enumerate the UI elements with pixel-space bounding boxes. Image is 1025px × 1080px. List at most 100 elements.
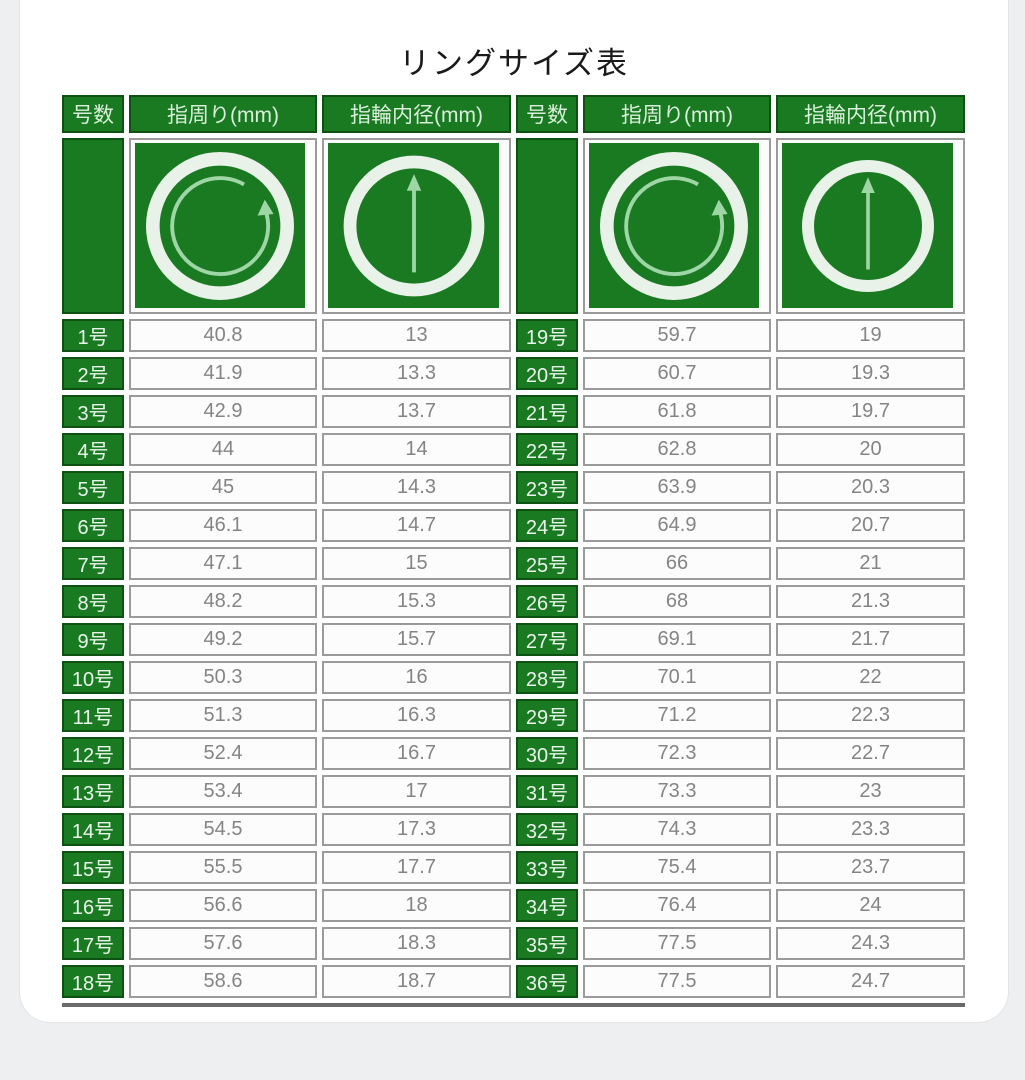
- circumference-value-cell: 77.5: [583, 965, 771, 998]
- diameter-ring-icon: [782, 143, 953, 308]
- content-card: リングサイズ表 号数 指周り(mm) 指輪内径(mm) 号数 指周り(mm) 指…: [20, 0, 1008, 1022]
- circumference-value-cell: 63.9: [583, 471, 771, 504]
- row-label-cell: 36号: [516, 965, 578, 998]
- circumference-value-cell: 57.6: [129, 927, 317, 960]
- column-header-inner-diameter: 指輪内径(mm): [322, 95, 511, 133]
- circumference-value-cell: 45: [129, 471, 317, 504]
- inner-diameter-value-cell: 21: [776, 547, 965, 580]
- inner-diameter-value-cell: 22.3: [776, 699, 965, 732]
- circumference-value-cell: 69.1: [583, 623, 771, 656]
- circumference-value-cell: 50.3: [129, 661, 317, 694]
- circumference-value-cell: 75.4: [583, 851, 771, 884]
- circumference-value-cell: 53.4: [129, 775, 317, 808]
- column-header-size: 号数: [62, 95, 124, 133]
- circumference-value-cell: 70.1: [583, 661, 771, 694]
- circumference-value-cell: 66: [583, 547, 771, 580]
- inner-diameter-value-cell: 18: [322, 889, 511, 922]
- inner-diameter-value-cell: 22.7: [776, 737, 965, 770]
- circumference-value-cell: 59.7: [583, 319, 771, 352]
- column-header-inner-diameter: 指輪内径(mm): [776, 95, 965, 133]
- circumference-value-cell: 68: [583, 585, 771, 618]
- circumference-value-cell: 72.3: [583, 737, 771, 770]
- row-label-cell: 25号: [516, 547, 578, 580]
- size-column-spacer: [516, 138, 578, 314]
- row-label-cell: 18号: [62, 965, 124, 998]
- inner-diameter-value-cell: 16.7: [322, 737, 511, 770]
- inner-diameter-value-cell: 19.7: [776, 395, 965, 428]
- row-label-cell: 10号: [62, 661, 124, 694]
- row-label-cell: 9号: [62, 623, 124, 656]
- row-label-cell: 19号: [516, 319, 578, 352]
- row-label-cell: 23号: [516, 471, 578, 504]
- diameter-ring-icon: [328, 143, 499, 308]
- inner-diameter-value-cell: 24.7: [776, 965, 965, 998]
- inner-diameter-value-cell: 14.3: [322, 471, 511, 504]
- row-label-cell: 12号: [62, 737, 124, 770]
- inner-diameter-value-cell: 16: [322, 661, 511, 694]
- circumference-value-cell: 71.2: [583, 699, 771, 732]
- inner-diameter-value-cell: 17.7: [322, 851, 511, 884]
- circumference-value-cell: 62.8: [583, 433, 771, 466]
- page-title: リングサイズ表: [398, 46, 630, 81]
- inner-diameter-value-cell: 13.3: [322, 357, 511, 390]
- inner-diameter-value-cell: 20.7: [776, 509, 965, 542]
- circumference-ring-icon: [589, 143, 759, 308]
- row-label-cell: 35号: [516, 927, 578, 960]
- row-label-cell: 30号: [516, 737, 578, 770]
- circumference-value-cell: 74.3: [583, 813, 771, 846]
- circumference-value-cell: 55.5: [129, 851, 317, 884]
- circumference-ring-icon: [135, 143, 305, 308]
- row-label-cell: 14号: [62, 813, 124, 846]
- inner-diameter-value-cell: 20: [776, 433, 965, 466]
- row-label-cell: 29号: [516, 699, 578, 732]
- circumference-illustration-cell: [583, 138, 771, 314]
- inner-diameter-value-cell: 13: [322, 319, 511, 352]
- row-label-cell: 28号: [516, 661, 578, 694]
- inner-diameter-value-cell: 23: [776, 775, 965, 808]
- row-label-cell: 2号: [62, 357, 124, 390]
- row-label-cell: 33号: [516, 851, 578, 884]
- row-label-cell: 32号: [516, 813, 578, 846]
- inner-diameter-illustration-cell: [322, 138, 511, 314]
- inner-diameter-value-cell: 18.3: [322, 927, 511, 960]
- inner-diameter-value-cell: 13.7: [322, 395, 511, 428]
- row-label-cell: 16号: [62, 889, 124, 922]
- inner-diameter-value-cell: 21.3: [776, 585, 965, 618]
- inner-diameter-value-cell: 22: [776, 661, 965, 694]
- ring-size-grid: 号数 指周り(mm) 指輪内径(mm) 号数 指周り(mm) 指輪内径(mm): [62, 95, 965, 998]
- inner-diameter-value-cell: 23.3: [776, 813, 965, 846]
- inner-diameter-value-cell: 17: [322, 775, 511, 808]
- circumference-value-cell: 77.5: [583, 927, 771, 960]
- circumference-value-cell: 56.6: [129, 889, 317, 922]
- column-header-circumference: 指周り(mm): [129, 95, 317, 133]
- circumference-value-cell: 44: [129, 433, 317, 466]
- inner-diameter-value-cell: 21.7: [776, 623, 965, 656]
- circumference-value-cell: 52.4: [129, 737, 317, 770]
- circumference-value-cell: 76.4: [583, 889, 771, 922]
- row-label-cell: 11号: [62, 699, 124, 732]
- inner-diameter-value-cell: 20.3: [776, 471, 965, 504]
- row-label-cell: 17号: [62, 927, 124, 960]
- row-label-cell: 5号: [62, 471, 124, 504]
- circumference-value-cell: 41.9: [129, 357, 317, 390]
- size-column-spacer: [62, 138, 124, 314]
- circumference-value-cell: 73.3: [583, 775, 771, 808]
- row-label-cell: 31号: [516, 775, 578, 808]
- inner-diameter-value-cell: 23.7: [776, 851, 965, 884]
- circumference-value-cell: 54.5: [129, 813, 317, 846]
- inner-diameter-value-cell: 15: [322, 547, 511, 580]
- row-label-cell: 1号: [62, 319, 124, 352]
- column-header-circumference: 指周り(mm): [583, 95, 771, 133]
- inner-diameter-value-cell: 15.3: [322, 585, 511, 618]
- ring-size-table: 号数 指周り(mm) 指輪内径(mm) 号数 指周り(mm) 指輪内径(mm): [62, 95, 965, 1007]
- row-label-cell: 8号: [62, 585, 124, 618]
- circumference-value-cell: 64.9: [583, 509, 771, 542]
- row-label-cell: 13号: [62, 775, 124, 808]
- inner-diameter-value-cell: 19.3: [776, 357, 965, 390]
- inner-diameter-value-cell: 17.3: [322, 813, 511, 846]
- row-label-cell: 22号: [516, 433, 578, 466]
- inner-diameter-value-cell: 16.3: [322, 699, 511, 732]
- row-label-cell: 34号: [516, 889, 578, 922]
- circumference-illustration-cell: [129, 138, 317, 314]
- circumference-value-cell: 61.8: [583, 395, 771, 428]
